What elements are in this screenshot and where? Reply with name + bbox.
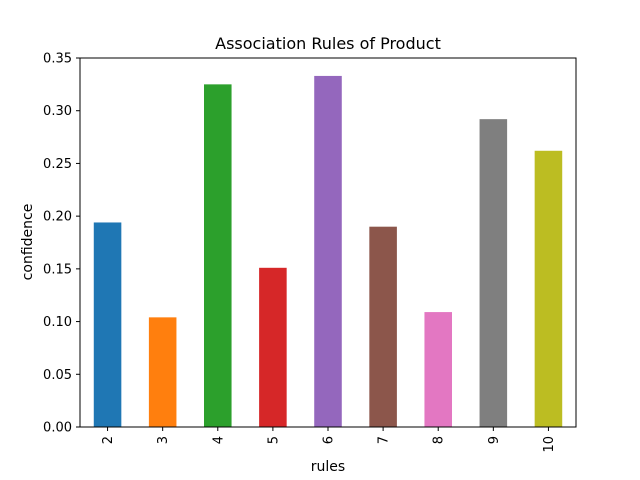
y-axis-label: confidence (20, 204, 36, 281)
y-tick-label-0.15: 0.15 (43, 262, 72, 277)
bar-6 (314, 75, 342, 428)
y-tick-label-0.10: 0.10 (43, 315, 72, 330)
chart-title: Association Rules of Product (215, 34, 441, 53)
bars-group (93, 75, 563, 428)
bar-9 (479, 119, 508, 428)
x-tick-label-3: 3 (156, 436, 171, 444)
y-tick-label-0.00: 0.00 (43, 421, 72, 436)
bar-3 (148, 317, 177, 427)
bar-2 (93, 222, 122, 427)
x-tick-label-6: 6 (322, 436, 337, 444)
y-tick-label-0.30: 0.30 (43, 104, 72, 119)
y-tick-label-0.25: 0.25 (43, 157, 72, 172)
x-tick-label-2: 2 (101, 436, 116, 444)
x-tick-label-9: 9 (487, 436, 502, 444)
plot-frame (79, 57, 577, 428)
y-tick-label-0.05: 0.05 (43, 368, 72, 383)
x-tick-label-7: 7 (377, 436, 392, 444)
bar-4 (204, 84, 232, 427)
x-axis: 2 3 4 5 6 7 8 9 10 (101, 427, 557, 453)
y-tick-label-0.35: 0.35 (43, 52, 72, 67)
x-tick-label-10: 10 (542, 436, 557, 453)
x-tick-label-5: 5 (266, 436, 281, 444)
y-tick-label-0.20: 0.20 (43, 210, 72, 225)
bar-8 (424, 312, 452, 427)
bar-7 (369, 226, 397, 427)
bar-10 (534, 150, 563, 427)
x-axis-label: rules (311, 459, 345, 475)
bar-5 (259, 267, 287, 427)
x-tick-label-4: 4 (211, 436, 226, 444)
x-tick-label-8: 8 (432, 436, 447, 444)
y-axis: 0.00 0.05 0.10 0.15 0.20 0.25 0.30 0.35 (43, 52, 80, 436)
